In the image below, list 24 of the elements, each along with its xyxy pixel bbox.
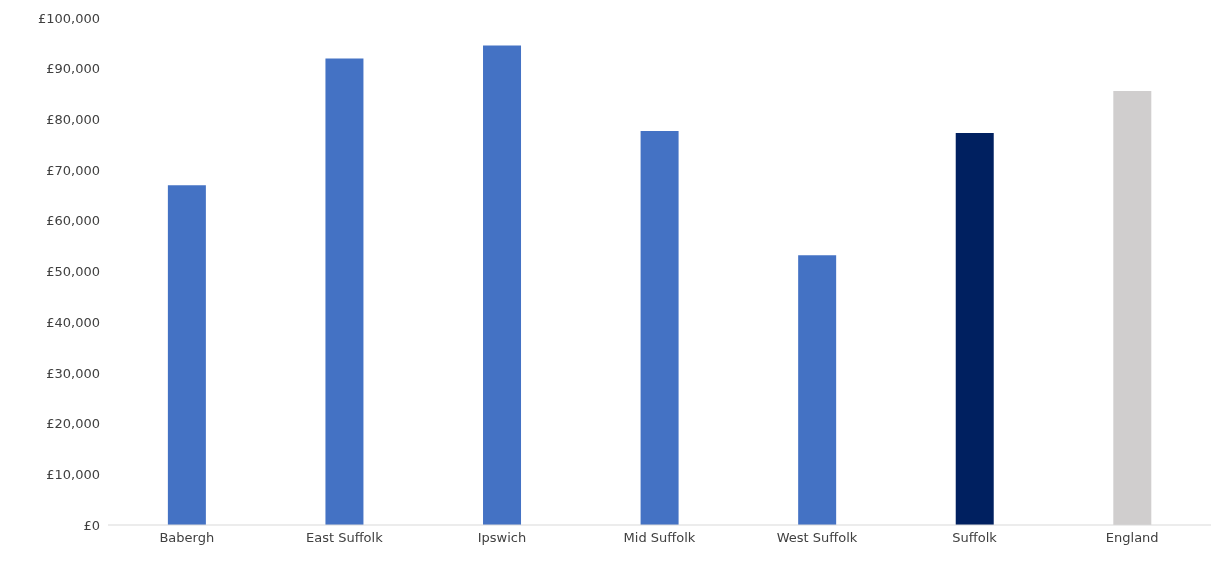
y-tick-label: £100,000	[37, 10, 100, 26]
y-tick-label: £10,000	[46, 466, 100, 482]
bar	[167, 185, 206, 525]
y-tick-label: £70,000	[46, 162, 100, 178]
bar	[483, 45, 522, 525]
y-tick-label: £30,000	[46, 365, 100, 381]
x-tick-label: Suffolk	[952, 530, 998, 546]
bar	[640, 131, 679, 525]
bar	[798, 255, 837, 525]
y-tick-label: £90,000	[46, 61, 100, 77]
x-tick-label: East Suffolk	[305, 530, 384, 546]
y-tick-label: £80,000	[46, 112, 100, 128]
y-tick-label: £0	[83, 517, 100, 533]
y-tick-label: £20,000	[46, 416, 100, 432]
y-tick-label: £60,000	[46, 213, 100, 229]
y-tick-label: £40,000	[46, 314, 100, 330]
x-tick-label: Ipswich	[477, 530, 527, 546]
x-tick-label: England	[1105, 530, 1159, 546]
y-tick-label: £50,000	[46, 264, 100, 280]
x-tick-label: West Suffolk	[776, 530, 858, 546]
x-tick-label: Mid Suffolk	[623, 530, 696, 546]
bar	[955, 133, 994, 525]
bar	[325, 58, 364, 525]
x-tick-label: Babergh	[159, 530, 215, 546]
